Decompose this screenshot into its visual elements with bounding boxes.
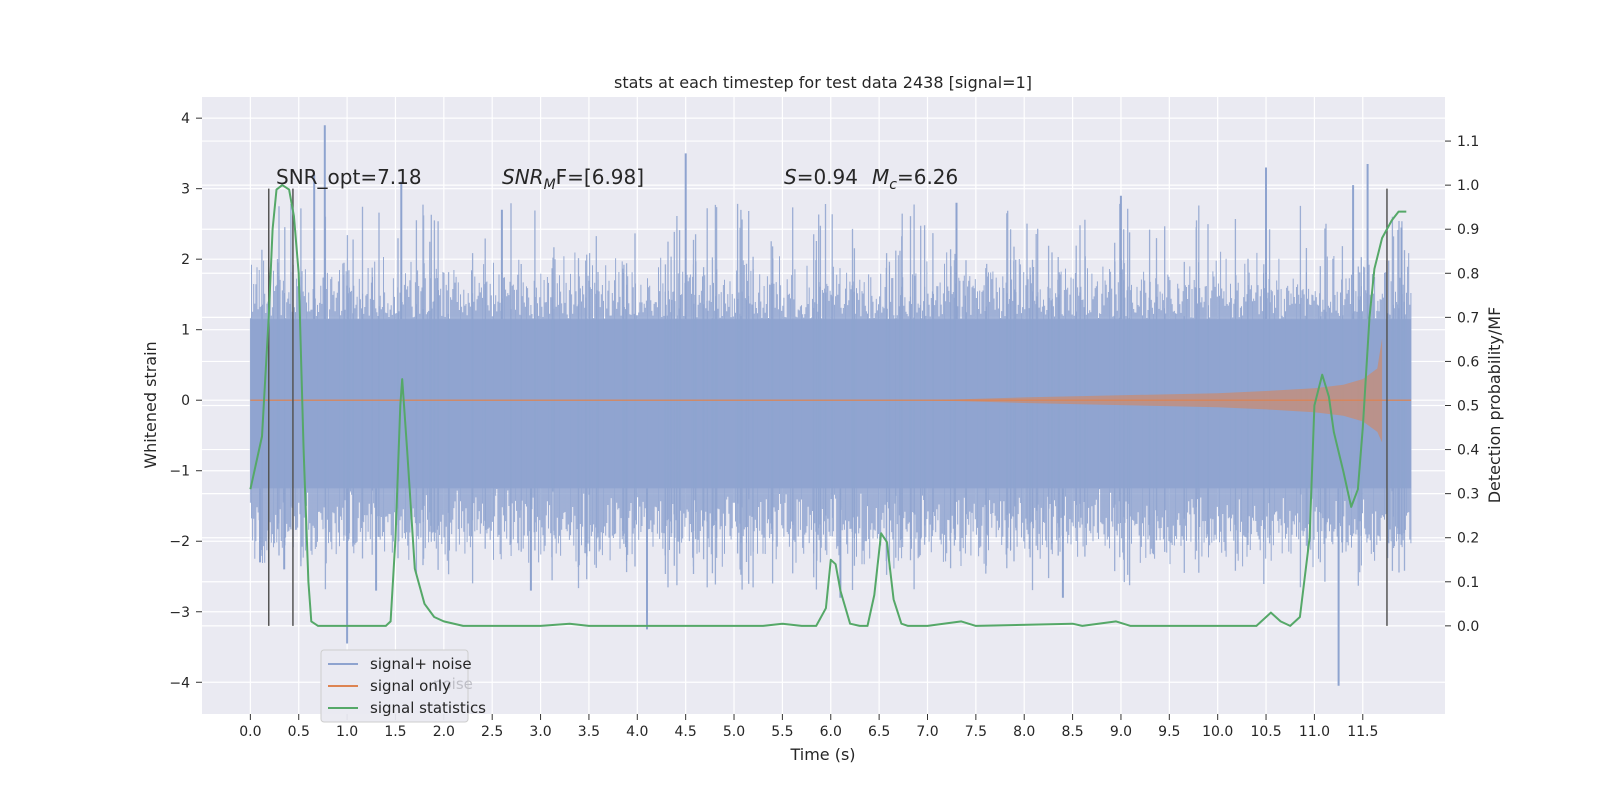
y-right-tick-label: 0.8 <box>1457 266 1479 282</box>
x-tick-label: 0.0 <box>239 724 261 740</box>
legend: noise signal+ noise signal only signal s… <box>320 649 486 723</box>
x-tick-label: 8.0 <box>1013 724 1035 740</box>
x-tick-label: 5.0 <box>723 724 745 740</box>
x-tick-label: 7.5 <box>965 724 987 740</box>
y-right-tick-label: 0.3 <box>1457 487 1479 503</box>
y-right-tick-label: 0.5 <box>1457 399 1479 415</box>
y-left-tick-label: 3 <box>181 182 190 198</box>
x-tick-label: 4.5 <box>675 724 697 740</box>
annotation-snr-opt: SNR_opt=7.18 <box>276 165 422 189</box>
x-tick-label: 4.0 <box>626 724 648 740</box>
vertical-markers <box>267 188 1388 626</box>
signal-only-series <box>250 338 1412 443</box>
x-tick-label: 3.0 <box>529 724 551 740</box>
annotation-snr-mf: SNRMF=[6.98] <box>502 165 644 193</box>
annotation-s-mc: S=0.94 Mc=6.26 <box>784 165 958 193</box>
x-axis-label: Time (s) <box>789 745 855 764</box>
y-right-tick-label: 0.6 <box>1457 354 1479 370</box>
y-left-tick-label: −3 <box>169 605 190 621</box>
x-tick-label: 6.5 <box>868 724 890 740</box>
x-tick-label: 3.5 <box>578 724 600 740</box>
y-left-tick-label: −2 <box>169 534 190 550</box>
y-left-tick-label: −4 <box>169 675 190 691</box>
x-tick-label: 9.0 <box>1110 724 1132 740</box>
y-right-tick-label: 0.1 <box>1457 575 1479 591</box>
y-right-tick-label: 1.0 <box>1457 178 1479 194</box>
y-right-tick-label: 0.2 <box>1457 531 1479 547</box>
snr-mf-subscript: M <box>544 177 556 193</box>
x-axis-ticks: 0.0 0.5 1.0 1.5 2.0 2.5 3.0 3.5 4.0 4.5 5.0 5.5 6.0 6… <box>239 714 1378 740</box>
chart-title: stats at each timestep for test data 243… <box>614 73 1032 92</box>
x-tick-label: 7.0 <box>916 724 938 740</box>
x-tick-label: 6.0 <box>820 724 842 740</box>
snr-mf-symbol: SNR <box>502 165 544 189</box>
y-right-tick-label: 1.1 <box>1457 134 1479 150</box>
x-tick-label: 10.0 <box>1202 724 1233 740</box>
legend-label-stat: signal statistics <box>370 699 486 717</box>
y-right-tick-label: 0.0 <box>1457 619 1479 635</box>
mc-value: =6.26 <box>897 165 958 189</box>
x-tick-label: 1.5 <box>384 724 406 740</box>
mc-symbol: M <box>872 165 889 189</box>
y-axis-right-label: Detection probability/MF <box>1485 307 1504 504</box>
y-right-tick-label: 0.4 <box>1457 443 1479 459</box>
y-left-tick-label: −1 <box>169 464 190 480</box>
y-right-tick-label: 0.7 <box>1457 310 1479 326</box>
x-tick-label: 10.5 <box>1250 724 1281 740</box>
y-left-tick-label: 4 <box>181 111 190 127</box>
snr-mf-value: F=[6.98] <box>556 165 644 189</box>
x-tick-label: 2.0 <box>433 724 455 740</box>
y-axis-left-label: Whitened strain <box>141 341 160 468</box>
x-tick-label: 0.5 <box>288 724 310 740</box>
legend-label-noise: signal+ noise <box>370 655 472 673</box>
x-tick-label: 2.5 <box>481 724 503 740</box>
y-left-tick-label: 2 <box>181 252 190 268</box>
signal-statistics-line <box>249 184 1407 627</box>
y-axis-left-ticks: 4 3 2 1 0 −1 −2 −3 −4 <box>169 111 202 691</box>
mc-subscript: c <box>889 177 897 193</box>
legend-box <box>320 649 469 723</box>
signal-statistics-series <box>249 184 1407 627</box>
s-symbol: S <box>784 165 797 189</box>
y-left-tick-label: 1 <box>181 323 190 339</box>
noise-peaks <box>259 125 1403 686</box>
y-axis-right-ticks: 1.1 1.0 0.9 0.8 0.7 0.6 0.5 0.4 0.3 0.2 0.1 0.0 <box>1445 134 1479 635</box>
s-value: =0.94 <box>797 165 858 189</box>
x-tick-label: 5.5 <box>771 724 793 740</box>
x-tick-label: 11.5 <box>1347 724 1378 740</box>
legend-label-signal: signal only <box>370 677 451 695</box>
x-tick-label: 9.5 <box>1158 724 1180 740</box>
x-tick-label: 11.0 <box>1299 724 1330 740</box>
y-right-tick-label: 0.9 <box>1457 222 1479 238</box>
y-left-tick-label: 0 <box>181 393 190 409</box>
x-tick-label: 1.0 <box>336 724 358 740</box>
x-tick-label: 8.5 <box>1061 724 1083 740</box>
legend-ghost-text: noise <box>433 675 473 693</box>
